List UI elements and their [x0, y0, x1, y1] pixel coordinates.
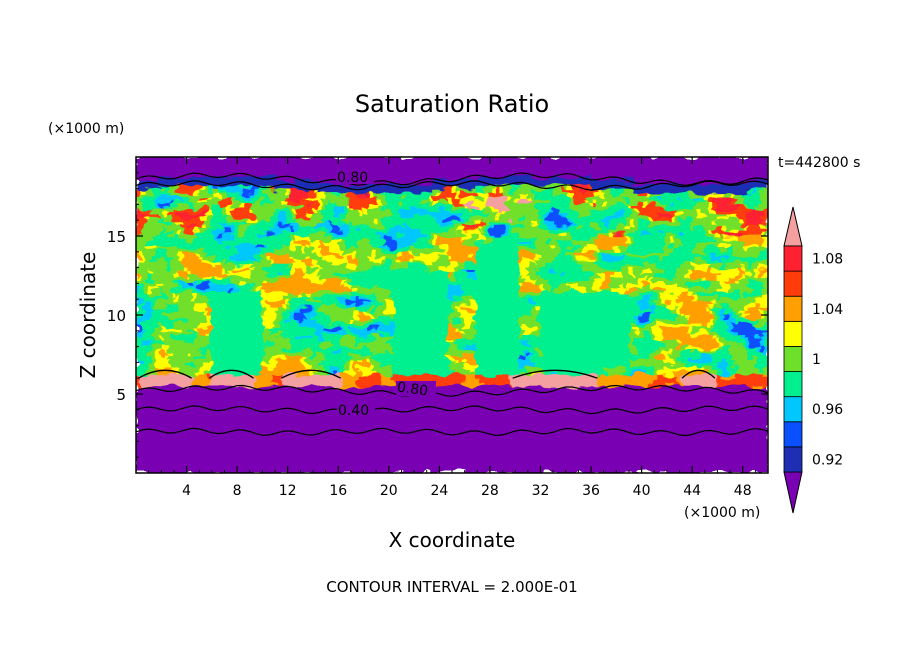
x-tick-label: 32 — [532, 483, 550, 499]
x-axis-unit: (×1000 m) — [684, 505, 760, 521]
x-tick-label: 48 — [734, 483, 752, 499]
contour-label-mid: 0.80 — [396, 379, 429, 399]
x-tick-label: 40 — [633, 483, 651, 499]
colorbar-max-extend — [783, 206, 803, 247]
colorbar-band — [783, 270, 803, 297]
y-tick-label: 5 — [116, 386, 126, 404]
chart-title: Saturation Ratio — [355, 90, 549, 118]
time-label: t=442800 s — [778, 155, 860, 171]
colorbar-band — [783, 371, 803, 398]
colorbar-label: 1 — [812, 352, 821, 368]
colorbar-band — [783, 396, 803, 423]
colorbar-label: 0.92 — [812, 452, 843, 468]
colorbar-band — [783, 295, 803, 322]
colorbar: 0.92 0.96 1 1.04 1.08 — [783, 206, 843, 514]
y-tick-label: 15 — [107, 228, 126, 246]
colorbar-label: 0.96 — [812, 402, 843, 418]
y-axis-label: Z coordinate — [76, 252, 100, 379]
colorbar-label: 1.08 — [812, 252, 843, 268]
x-tick-label: 44 — [683, 483, 701, 499]
x-tick-label: 24 — [430, 483, 448, 499]
y-tick-label: 10 — [107, 307, 126, 325]
x-axis-ticks: 4 8 12 16 20 24 28 32 36 40 44 48 — [148, 157, 756, 499]
y-axis-unit: (×1000 m) — [48, 121, 124, 137]
colorbar-band — [783, 320, 803, 347]
contour-label-low: 0.40 — [338, 403, 369, 419]
x-tick-label: 20 — [380, 483, 398, 499]
y-axis-ticks: 5 10 15 — [107, 172, 768, 458]
x-tick-label: 28 — [481, 483, 499, 499]
contour-lines — [136, 172, 768, 437]
contour-labels: 0.80 0.80 0.40 — [336, 169, 436, 419]
colorbar-band — [783, 346, 803, 372]
saturation-field — [136, 157, 768, 473]
colorbar-band — [783, 421, 803, 448]
colorbar-band — [783, 245, 803, 272]
x-tick-label: 4 — [182, 483, 191, 499]
contour-interval-note: CONTOUR INTERVAL = 2.000E-01 — [326, 578, 577, 596]
colorbar-band — [783, 446, 803, 473]
colorbar-min-extend — [783, 471, 803, 514]
colorbar-label: 1.04 — [812, 302, 843, 318]
contour-label-top: 0.80 — [337, 170, 368, 186]
x-tick-label: 12 — [279, 483, 297, 499]
x-tick-label: 8 — [233, 483, 242, 499]
x-tick-label: 16 — [329, 483, 347, 499]
x-axis-label: X coordinate — [389, 528, 516, 552]
x-tick-label: 36 — [582, 483, 600, 499]
